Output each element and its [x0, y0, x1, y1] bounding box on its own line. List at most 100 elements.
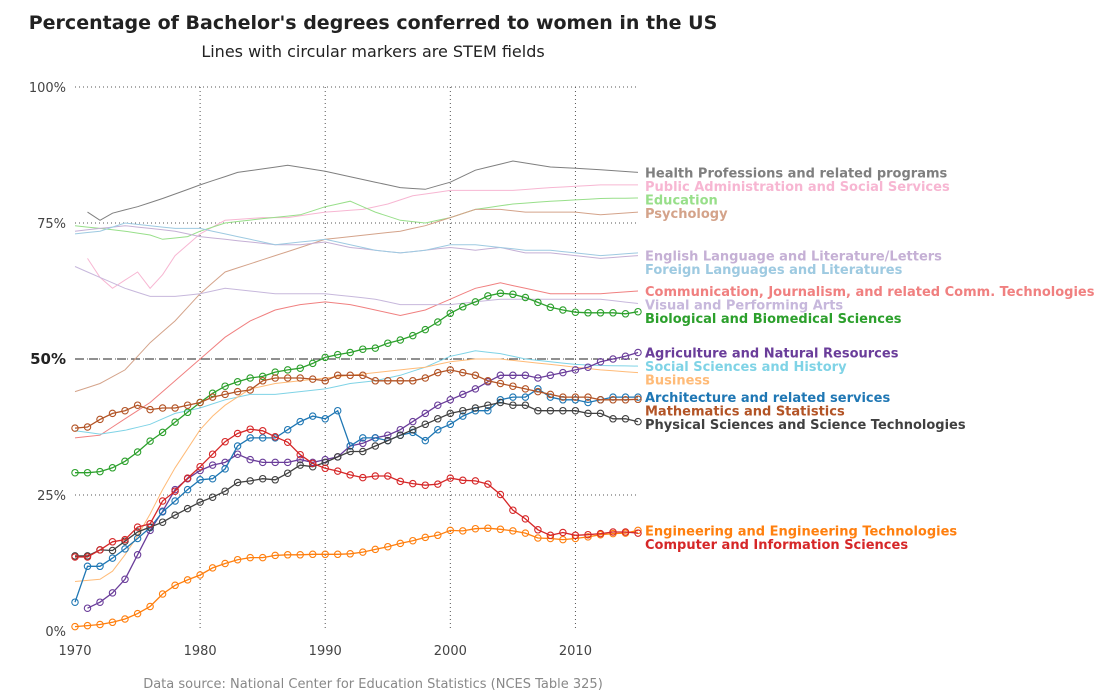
series-marker-mathematics-and-statistics [321, 377, 329, 385]
series-marker-agriculture-and-natural-resources [359, 439, 367, 448]
series-marker-engineering-and-engineering-technologies [171, 581, 179, 590]
series-marker-computer-and-information-sciences [621, 528, 630, 536]
chart-source: Data source: National Center for Educati… [143, 677, 603, 692]
series-marker-engineering-and-engineering-technologies [409, 536, 417, 545]
series-marker-engineering-and-engineering-technologies [146, 602, 154, 611]
series-marker-architecture-and-related-services [371, 434, 380, 442]
series-line-social-sciences-and-history [74, 350, 639, 435]
series-marker-physical-sciences-and-science-technologies [258, 474, 267, 483]
series-marker-engineering-and-engineering-technologies [559, 535, 567, 544]
series-marker-architecture-and-related-services [346, 442, 354, 450]
series-marker-mathematics-and-statistics [121, 406, 129, 415]
series-marker-architecture-and-related-services [484, 406, 492, 415]
series-marker-mathematics-and-statistics [308, 375, 317, 383]
series-marker-agriculture-and-natural-resources [571, 366, 580, 374]
series-marker-mathematics-and-statistics [246, 386, 254, 394]
x-tick-label: 2010 [559, 644, 592, 659]
series-marker-mathematics-and-statistics [409, 377, 417, 385]
series-marker-architecture-and-related-services [71, 598, 79, 606]
series-marker-architecture-and-related-services [233, 442, 242, 450]
series-label-public-administration-and-social-services: Public Administration and Social Service… [645, 180, 950, 195]
series-marker-biological-and-biomedical-sciences [333, 350, 342, 359]
series-marker-physical-sciences-and-science-technologies [233, 478, 242, 487]
series-marker-biological-and-biomedical-sciences [596, 309, 605, 317]
series-marker-architecture-and-related-services [321, 415, 329, 423]
series-marker-mathematics-and-statistics [621, 396, 630, 404]
series-marker-mathematics-and-statistics [271, 374, 279, 382]
series-marker-physical-sciences-and-science-technologies [421, 420, 430, 429]
series-marker-architecture-and-related-services [96, 562, 104, 571]
series-marker-mathematics-and-statistics [371, 377, 380, 385]
series-marker-biological-and-biomedical-sciences [571, 308, 580, 316]
series-marker-physical-sciences-and-science-technologies [333, 453, 342, 461]
x-tick-label: 1990 [309, 644, 342, 659]
series-marker-engineering-and-engineering-technologies [521, 529, 530, 537]
series-marker-physical-sciences-and-science-technologies [196, 498, 204, 506]
series-marker-mathematics-and-statistics [208, 393, 217, 401]
series-marker-mathematics-and-statistics [96, 415, 104, 424]
series-marker-physical-sciences-and-science-technologies [271, 476, 279, 484]
series-marker-engineering-and-engineering-technologies [484, 524, 492, 532]
series-marker-mathematics-and-statistics [71, 424, 79, 432]
series-line-health-professions-and-related-programs [87, 160, 639, 221]
series-marker-physical-sciences-and-science-technologies [158, 518, 167, 526]
series-line-foreign-languages-and-literatures [74, 222, 639, 257]
series-marker-computer-and-information-sciences [484, 480, 492, 488]
y-tick-label: 75% [37, 217, 66, 232]
series-marker-biological-and-biomedical-sciences [283, 366, 292, 374]
series-marker-physical-sciences-and-science-technologies [296, 461, 304, 469]
series-marker-engineering-and-engineering-technologies [283, 551, 292, 559]
series-marker-computer-and-information-sciences [171, 487, 179, 495]
series-marker-physical-sciences-and-science-technologies [221, 487, 229, 495]
series-marker-physical-sciences-and-science-technologies [409, 425, 417, 434]
axes: 0% 25% 50% 75% 100% 1970 1980 1990 2000 2010 [29, 81, 592, 659]
series-marker-biological-and-biomedical-sciences [171, 418, 179, 426]
series-marker-mathematics-and-statistics [384, 377, 392, 385]
series-marker-engineering-and-engineering-technologies [233, 555, 242, 564]
series-marker-engineering-and-engineering-technologies [208, 564, 217, 572]
series-marker-engineering-and-engineering-technologies [246, 553, 254, 562]
series-marker-mathematics-and-statistics [396, 377, 405, 385]
series-label-social-sciences-and-history: Social Sciences and History [645, 360, 847, 375]
series-marker-mathematics-and-statistics [221, 390, 229, 399]
series-marker-biological-and-biomedical-sciences [121, 457, 129, 466]
series-marker-agriculture-and-natural-resources [509, 371, 517, 380]
series-marker-mathematics-and-statistics [496, 379, 505, 388]
series-marker-agriculture-and-natural-resources [521, 371, 530, 380]
series-marker-agriculture-and-natural-resources [534, 374, 542, 382]
series-line-biological-and-biomedical-sciences [75, 292, 639, 474]
series-marker-mathematics-and-statistics [158, 404, 167, 412]
series-marker-agriculture-and-natural-resources [271, 458, 279, 467]
series-marker-computer-and-information-sciences [183, 474, 192, 482]
series-marker-physical-sciences-and-science-technologies [571, 406, 580, 415]
series-marker-mathematics-and-statistics [296, 374, 304, 382]
series-marker-engineering-and-engineering-technologies [584, 533, 592, 541]
series-marker-physical-sciences-and-science-technologies [133, 528, 142, 536]
series-marker-computer-and-information-sciences [596, 529, 605, 538]
series-marker-agriculture-and-natural-resources [96, 598, 104, 606]
series-marker-computer-and-information-sciences [634, 529, 642, 537]
x-tick-label: 1980 [184, 644, 217, 659]
series-marker-physical-sciences-and-science-technologies [521, 401, 530, 409]
series-marker-biological-and-biomedical-sciences [484, 292, 492, 300]
series-marker-biological-and-biomedical-sciences [634, 307, 642, 316]
series-marker-mathematics-and-statistics [521, 385, 530, 393]
series-marker-biological-and-biomedical-sciences [158, 428, 167, 437]
y-tick-label: 25% [37, 489, 66, 504]
series-marker-computer-and-information-sciences [609, 528, 617, 536]
series-marker-engineering-and-engineering-technologies [359, 548, 367, 556]
series-marker-agriculture-and-natural-resources [584, 363, 592, 371]
series-marker-biological-and-biomedical-sciences [446, 309, 455, 318]
series-label-physical-sciences-and-science-technologies: Physical Sciences and Science Technologi… [645, 418, 966, 433]
series-marker-mathematics-and-statistics [333, 371, 342, 380]
series-marker-physical-sciences-and-science-technologies [283, 469, 292, 477]
series-marker-mathematics-and-statistics [171, 404, 179, 412]
series-marker-engineering-and-engineering-technologies [346, 550, 354, 558]
series-marker-physical-sciences-and-science-technologies [496, 398, 505, 407]
series-marker-engineering-and-engineering-technologies [96, 620, 104, 629]
series-marker-agriculture-and-natural-resources [459, 390, 467, 399]
series-line-communication-journalism-and-related-comm-technologies [74, 282, 639, 439]
series-marker-physical-sciences-and-science-technologies [621, 415, 630, 423]
series-marker-biological-and-biomedical-sciences [409, 331, 417, 340]
series-marker-architecture-and-related-services [333, 406, 342, 415]
